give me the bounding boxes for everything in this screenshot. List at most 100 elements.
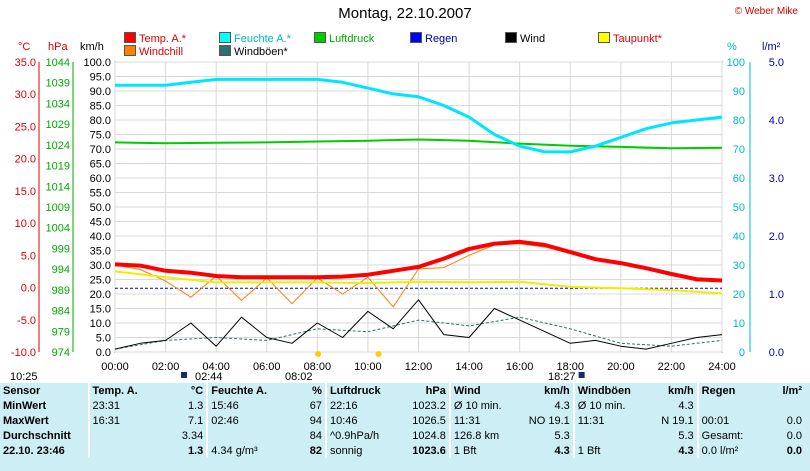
- wind-tick-label: 45.0: [90, 217, 111, 229]
- x-tick-label: 08:00: [304, 361, 332, 373]
- wind-tick-label: 95.0: [90, 72, 111, 84]
- legend-label: Taupunkt*: [613, 33, 662, 45]
- legend-swatch: [124, 45, 136, 56]
- x-tick-label: 04:00: [202, 361, 230, 373]
- table-cell: 10:46: [324, 413, 396, 428]
- chart-title: Montag, 22.10.2007: [338, 5, 472, 22]
- table-header: km/h: [544, 384, 570, 397]
- legend-label: Windchill: [139, 46, 184, 58]
- table-cell: 11:31: [448, 413, 520, 428]
- temp-tick-label: 35.0: [15, 57, 36, 69]
- table-row: MaxWert 16:31 7.1 02:46 94 10:46 1026.5 …: [0, 413, 805, 428]
- table-cell: 1026.5: [412, 414, 446, 427]
- table-header: l/m²: [782, 384, 802, 397]
- pressure-tick-label: 984: [52, 306, 70, 318]
- sun-marker: [375, 351, 382, 357]
- table-cell: Durchschnitt: [3, 429, 71, 442]
- table-cell: NO 19.1: [528, 414, 570, 427]
- table-cell: 94: [309, 414, 322, 427]
- humidity-tick-label: 100: [727, 57, 745, 69]
- series-line-taupunkt: [114, 270, 723, 295]
- legend-label: Regen: [425, 33, 458, 45]
- table-cell: ^0.9hPa/h: [324, 428, 396, 443]
- humidity-tick-label: 60: [733, 173, 745, 185]
- series-line-luftdruck: [114, 138, 723, 150]
- table-cell: [572, 428, 644, 443]
- temp-unit-label: °C: [18, 41, 31, 53]
- table-cell: 1 Bft: [572, 443, 644, 458]
- pressure-tick-label: 1014: [46, 181, 70, 193]
- pressure-tick-label: 974: [52, 347, 70, 359]
- series-line-temp-a: [114, 239, 723, 283]
- temp-tick-label: 30.0: [15, 89, 36, 101]
- table-header: %: [312, 384, 322, 397]
- temp-tick-label: 20.0: [15, 154, 36, 166]
- legend-item: Temp. A.*: [124, 32, 186, 45]
- moonset-label: 18:27: [548, 371, 576, 383]
- table-cell: 1 Bft: [448, 443, 520, 458]
- table-cell: 5.3: [554, 429, 570, 442]
- moon-marker: [181, 372, 188, 378]
- wind-tick-label: 20.0: [90, 289, 111, 301]
- table-cell: [696, 398, 763, 413]
- table-cell: N 19.1: [661, 414, 694, 427]
- pressure-tick-label: 1029: [46, 119, 70, 131]
- sunset-label: 08:02: [285, 371, 313, 383]
- x-tick-label: 20:00: [607, 361, 635, 373]
- table-cell: 22.10. 23:46: [3, 444, 65, 457]
- temp-tick-label: -10.0: [11, 347, 36, 359]
- pressure-tick-label: 1019: [46, 161, 70, 173]
- humidity-tick-label: 30: [733, 260, 745, 272]
- series-line-windb-en: [114, 316, 723, 350]
- moon-marker: [578, 372, 585, 378]
- wind-tick-label: 70.0: [90, 144, 111, 156]
- pressure-tick-label: 1034: [46, 98, 70, 110]
- table-header: °C: [190, 384, 204, 397]
- rain-tick-label: 0.0: [769, 347, 784, 359]
- wind-tick-label: 10.0: [90, 318, 111, 330]
- legend-item: Wind: [505, 32, 545, 45]
- humidity-tick-label: 20: [733, 289, 745, 301]
- pressure-tick-label: 1009: [46, 202, 70, 214]
- wind-tick-label: 35.0: [90, 246, 111, 258]
- wind-tick-label: 90.0: [90, 86, 111, 98]
- weather-chart: 100.095.090.085.080.075.070.065.060.055.…: [11, 57, 784, 378]
- temp-tick-label: 5.0: [21, 250, 36, 262]
- x-tick-label: 16:00: [506, 361, 534, 373]
- pressure-tick-label: 994: [52, 264, 70, 276]
- humidity-tick-label: 40: [733, 231, 745, 243]
- wind-tick-label: 85.0: [90, 101, 111, 113]
- rain-tick-label: 2.0: [769, 231, 784, 243]
- table-cell: 4.3: [554, 399, 570, 412]
- table-cell: [87, 443, 169, 458]
- x-tick-label: 00:00: [101, 361, 129, 373]
- pressure-tick-label: 999: [52, 243, 70, 255]
- pressure-tick-label: 979: [52, 326, 70, 338]
- table-header: Luftdruck: [324, 383, 396, 398]
- table-cell: 1023.2: [412, 399, 446, 412]
- table-cell: 4.34 g/m³: [206, 443, 288, 458]
- table-header: Wind: [448, 383, 520, 398]
- table-cell: 1.3: [187, 399, 204, 412]
- table-row: MinWert 23:31 1.3 15:46 67 22:16 1023.2 …: [0, 398, 805, 413]
- table-cell: Ø 10 min.: [448, 398, 520, 413]
- temp-tick-label: 25.0: [15, 121, 36, 133]
- moonrise-label: 02:44: [195, 371, 223, 383]
- wind-tick-label: 80.0: [90, 115, 111, 127]
- x-tick-label: 12:00: [405, 361, 433, 373]
- legend-label: Feuchte A.*: [234, 33, 291, 45]
- legend-swatch: [219, 32, 231, 43]
- temp-tick-label: 0.0: [21, 283, 36, 295]
- table-cell: Ø 10 min.: [572, 398, 644, 413]
- table-cell: Gesamt:: [696, 428, 763, 443]
- temp-tick-label: -5.0: [17, 315, 36, 327]
- table-cell: 1.3: [187, 444, 204, 457]
- table-header: Sensor: [3, 384, 41, 397]
- wind-tick-label: 5.0: [96, 333, 111, 345]
- table-cell: 3.34: [181, 429, 204, 442]
- table-cell: [762, 398, 805, 413]
- x-tick-label: 02:00: [152, 361, 180, 373]
- wind-tick-label: 100.0: [83, 57, 111, 69]
- legend-label: Temp. A.*: [139, 33, 187, 45]
- table-header: Temp. A.: [87, 383, 169, 398]
